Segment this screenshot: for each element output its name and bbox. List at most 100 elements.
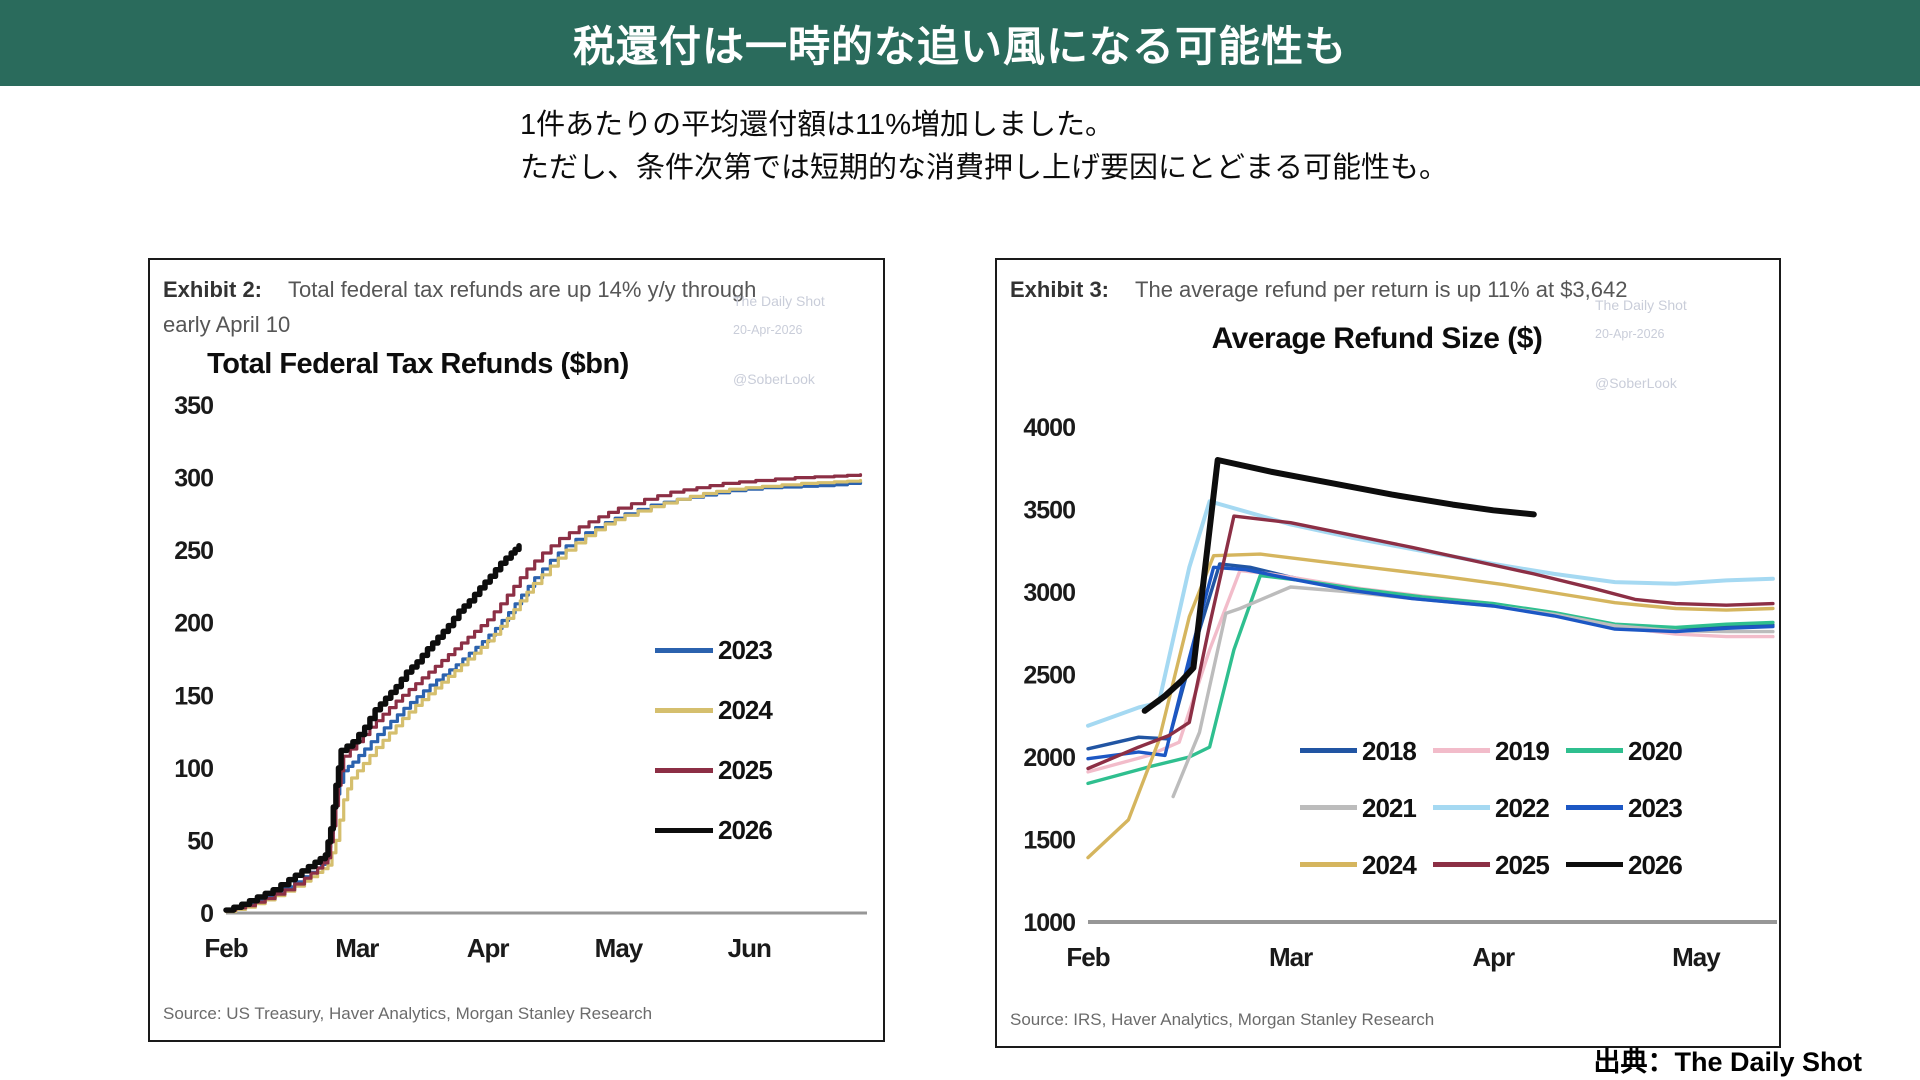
series-line-2023 <box>1086 565 1775 761</box>
2025-swatch <box>1433 862 1490 867</box>
series-line-2024 <box>224 478 863 914</box>
series-line-2026 <box>1141 457 1537 714</box>
svg-text:Mar: Mar <box>1269 942 1313 972</box>
page-title: 税還付は一時的な追い風になる可能性も <box>572 22 1347 70</box>
2021-swatch <box>1300 805 1357 810</box>
watermark-daily-shot: The Daily Shot <box>1595 297 1687 313</box>
exhibit-3-header: Exhibit 3: The average refund per return … <box>1010 272 1740 307</box>
legend-item-2023: 2023 <box>655 620 773 680</box>
footer-source: 出典：The Daily Shot <box>1593 1047 1862 1077</box>
legend-label-2024: 2024 <box>718 695 773 725</box>
refund-size-source-note: Source: IRS, Haver Analytics, Morgan Sta… <box>1010 1010 1435 1029</box>
svg-text:2000: 2000 <box>1023 744 1075 772</box>
legend-label-2025: 2025 <box>718 755 773 785</box>
svg-text:150: 150 <box>174 682 213 710</box>
legend-label-2022: 2022 <box>1495 792 1550 823</box>
refunds-chart-title: Total Federal Tax Refunds ($bn) <box>207 348 629 380</box>
exhibit-2-header: Exhibit 2: Total federal tax refunds are … <box>163 272 763 342</box>
legend-label-2021: 2021 <box>1362 792 1417 823</box>
legend-label-2026: 2026 <box>718 815 773 845</box>
svg-text:Apr: Apr <box>1472 942 1515 972</box>
svg-text:Mar: Mar <box>335 933 379 963</box>
svg-text:3500: 3500 <box>1023 497 1075 525</box>
exhibit-3-panel: Exhibit 3: The average refund per return … <box>995 258 1781 1048</box>
svg-text:0: 0 <box>200 900 213 928</box>
legend-label-2019: 2019 <box>1495 735 1550 766</box>
legend-item-2021: 2021 <box>1300 779 1433 836</box>
svg-text:250: 250 <box>174 537 213 565</box>
legend-label-2020: 2020 <box>1628 735 1683 766</box>
2019-swatch <box>1433 748 1490 753</box>
legend-label-2026: 2026 <box>1628 849 1683 880</box>
legend-item-2022: 2022 <box>1433 779 1566 836</box>
watermark-soberlook: @SoberLook <box>1595 374 1677 391</box>
2026-swatch <box>1566 862 1623 867</box>
svg-text:1000: 1000 <box>1023 909 1075 937</box>
watermark-soberlook: @SoberLook <box>733 370 815 387</box>
2025-swatch <box>655 767 713 773</box>
refund-size-chart-title: Average Refund Size ($) <box>1211 322 1543 355</box>
svg-text:Feb: Feb <box>204 933 247 963</box>
svg-text:Feb: Feb <box>1066 942 1109 972</box>
series-line-2022 <box>1086 499 1775 728</box>
exhibit-2-panel: Exhibit 2: Total federal tax refunds are … <box>148 258 885 1042</box>
header-bar: 税還付は一時的な追い風になる可能性も <box>0 0 1920 86</box>
2024-swatch <box>1300 862 1357 867</box>
2023-swatch <box>655 647 713 653</box>
legend-item-2024: 2024 <box>655 680 773 740</box>
exhibit-3-text: The average refund per return is up 11% … <box>1135 277 1628 302</box>
legend-item-2020: 2020 <box>1566 722 1699 779</box>
legend-item-2024: 2024 <box>1300 836 1433 893</box>
refund-size-legend: 2018 2019 2020 2021 2022 2023 2024 2025 2026 <box>1300 722 1699 893</box>
svg-text:May: May <box>595 933 644 963</box>
refunds-legend: 2023 2024 2025 2026 <box>655 620 773 860</box>
exhibit-2-label: Exhibit 2: <box>163 277 263 302</box>
exhibit-3-label: Exhibit 3: <box>1010 277 1110 302</box>
watermark-date: 20-Apr-2026 <box>733 323 803 337</box>
svg-text:Apr: Apr <box>467 933 510 963</box>
series-line-2026 <box>223 543 522 913</box>
exhibit-2-text: Total federal tax refunds are up 14% y/y… <box>163 277 757 337</box>
svg-text:100: 100 <box>174 755 213 783</box>
svg-text:300: 300 <box>174 465 213 493</box>
subtitle-block: 1件あたりの平均還付額は11%増加しました。 ただし、条件次第では短期的な消費押… <box>520 104 1448 190</box>
2018-swatch <box>1300 748 1357 753</box>
legend-item-2019: 2019 <box>1433 722 1566 779</box>
svg-text:4000: 4000 <box>1023 414 1075 442</box>
legend-item-2025: 2025 <box>1433 836 1566 893</box>
2020-swatch <box>1566 748 1623 753</box>
subtitle-line-2: ただし、条件次第では短期的な消費押し上げ要因にとどまる可能性も。 <box>520 152 1449 184</box>
legend-label-2023: 2023 <box>718 635 773 665</box>
svg-text:2500: 2500 <box>1023 662 1075 690</box>
refund-size-line-plot: 1000 1500 2000 2500 3000 3500 4000 Feb Mar Apr May <box>1023 414 1777 972</box>
subtitle-line-1: 1件あたりの平均還付額は11%増加しました。 <box>520 109 1115 141</box>
legend-item-2023: 2023 <box>1566 779 1699 836</box>
legend-label-2018: 2018 <box>1362 735 1417 766</box>
series-line-2020 <box>1086 573 1775 786</box>
refunds-source-note: Source: US Treasury, Haver Analytics, Mo… <box>163 1004 653 1023</box>
2024-swatch <box>655 707 713 713</box>
svg-text:May: May <box>1672 942 1721 972</box>
legend-label-2024: 2024 <box>1362 849 1417 880</box>
svg-text:200: 200 <box>174 610 213 638</box>
series-line-2024 <box>1086 552 1775 860</box>
watermark-daily-shot: The Daily Shot <box>733 293 825 309</box>
watermark-date: 20-Apr-2026 <box>1595 327 1665 341</box>
svg-text:50: 50 <box>187 827 213 855</box>
2023-swatch <box>1566 805 1623 810</box>
svg-text:1500: 1500 <box>1023 827 1075 855</box>
series-line-2025 <box>1086 514 1775 771</box>
refunds-line-plot: 0 50 100 150 200 250 300 350 Feb Mar Apr May Jun <box>174 392 867 963</box>
watermark-left: The Daily Shot 20-Apr-2026 @SoberLook <box>733 294 825 386</box>
svg-text:3000: 3000 <box>1023 579 1075 607</box>
2026-swatch <box>655 827 713 833</box>
legend-item-2018: 2018 <box>1300 722 1433 779</box>
legend-item-2025: 2025 <box>655 740 773 800</box>
svg-text:Jun: Jun <box>728 933 771 963</box>
2022-swatch <box>1433 805 1490 810</box>
legend-label-2025: 2025 <box>1495 849 1550 880</box>
svg-text:350: 350 <box>174 392 213 420</box>
legend-label-2023: 2023 <box>1628 792 1683 823</box>
watermark-right: The Daily Shot 20-Apr-2026 @SoberLook <box>1595 298 1687 390</box>
legend-item-2026: 2026 <box>655 800 773 860</box>
